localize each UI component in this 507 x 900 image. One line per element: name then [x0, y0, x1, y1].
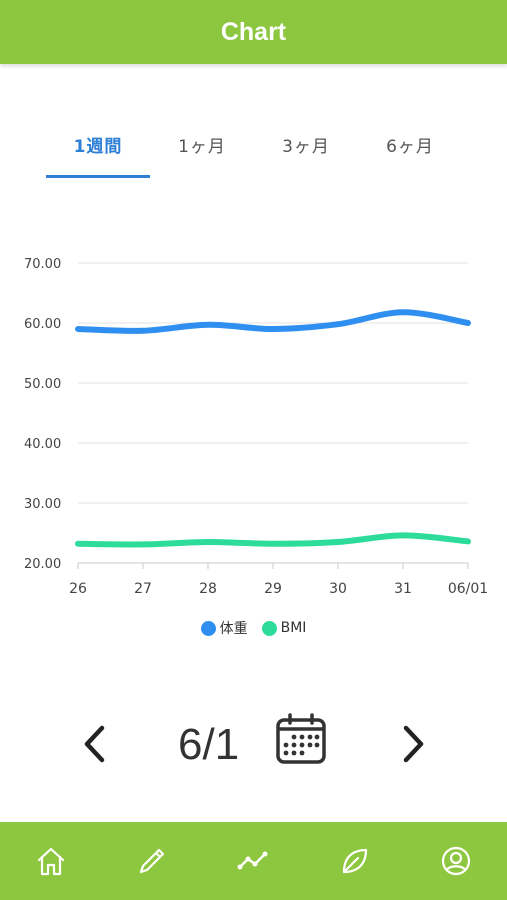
nav-home[interactable] [21, 831, 81, 891]
x-tick-label: 26 [69, 581, 87, 597]
x-tick-label: 30 [329, 581, 347, 597]
date-navigator: 6/1 [0, 700, 507, 790]
chart-legend: 体重 BMI [0, 618, 507, 638]
previous-date-button[interactable] [75, 722, 115, 766]
weight-bmi-line-chart: 20.00 30.00 40.00 50.00 60.00 70.00 26 27 28 29 3… [24, 257, 488, 597]
y-tick-label: 30.00 [24, 497, 61, 512]
chart-series [75, 309, 471, 548]
nav-profile[interactable] [426, 831, 486, 891]
period-tabs: 1週間 1ヶ月 3ヶ月 6ヶ月 [46, 118, 462, 178]
tab-1-month[interactable]: 1ヶ月 [178, 137, 226, 157]
y-tick-label: 70.00 [24, 257, 61, 272]
legend-item-weight[interactable]: 体重 [200, 618, 248, 638]
y-tick-label: 20.00 [24, 557, 61, 572]
series-line-bmi [75, 532, 471, 548]
tab-1-week[interactable]: 1週間 [73, 137, 123, 157]
bottom-navigation [0, 822, 507, 900]
tab-6-months[interactable]: 6ヶ月 [386, 137, 434, 157]
y-tick-label: 60.00 [24, 317, 61, 332]
leaf-icon [342, 848, 367, 874]
chart-grid [77, 262, 469, 569]
y-tick-label: 50.00 [24, 377, 61, 392]
app-header: Chart [0, 0, 507, 64]
current-date: 6/1 [178, 720, 240, 769]
legend-swatch-bmi [261, 620, 277, 636]
legend-item-bmi[interactable]: BMI [261, 618, 307, 638]
chevron-right-icon [403, 725, 424, 763]
home-icon [37, 847, 64, 876]
chart-icon [237, 851, 268, 870]
calendar-button[interactable] [274, 712, 328, 766]
nav-diet[interactable] [325, 831, 385, 891]
legend-label-bmi: BMI [280, 620, 307, 636]
y-axis-ticks: 20.00 30.00 40.00 50.00 60.00 70.00 [24, 257, 61, 572]
nav-chart[interactable] [223, 831, 283, 891]
page-title: Chart [220, 17, 287, 46]
x-tick-label: 28 [199, 581, 217, 597]
calendar-icon [276, 713, 326, 764]
nav-record[interactable] [122, 831, 182, 891]
x-axis-ticks: 26 27 28 29 30 31 06/01 [69, 581, 488, 597]
user-icon [442, 846, 471, 876]
pencil-icon [139, 848, 165, 874]
x-tick-label: 31 [394, 581, 412, 597]
tab-3-months[interactable]: 3ヶ月 [282, 137, 330, 157]
legend-label-weight: 体重 [219, 621, 248, 637]
y-tick-label: 40.00 [24, 437, 61, 452]
x-tick-label: 27 [134, 581, 152, 597]
legend-swatch-weight [200, 620, 216, 636]
x-tick-label: 06/01 [448, 581, 488, 597]
x-tick-label: 29 [264, 581, 282, 597]
chevron-left-icon [84, 725, 105, 763]
active-tab-indicator [46, 175, 150, 178]
series-line-weight [75, 309, 471, 334]
next-date-button[interactable] [393, 722, 433, 766]
